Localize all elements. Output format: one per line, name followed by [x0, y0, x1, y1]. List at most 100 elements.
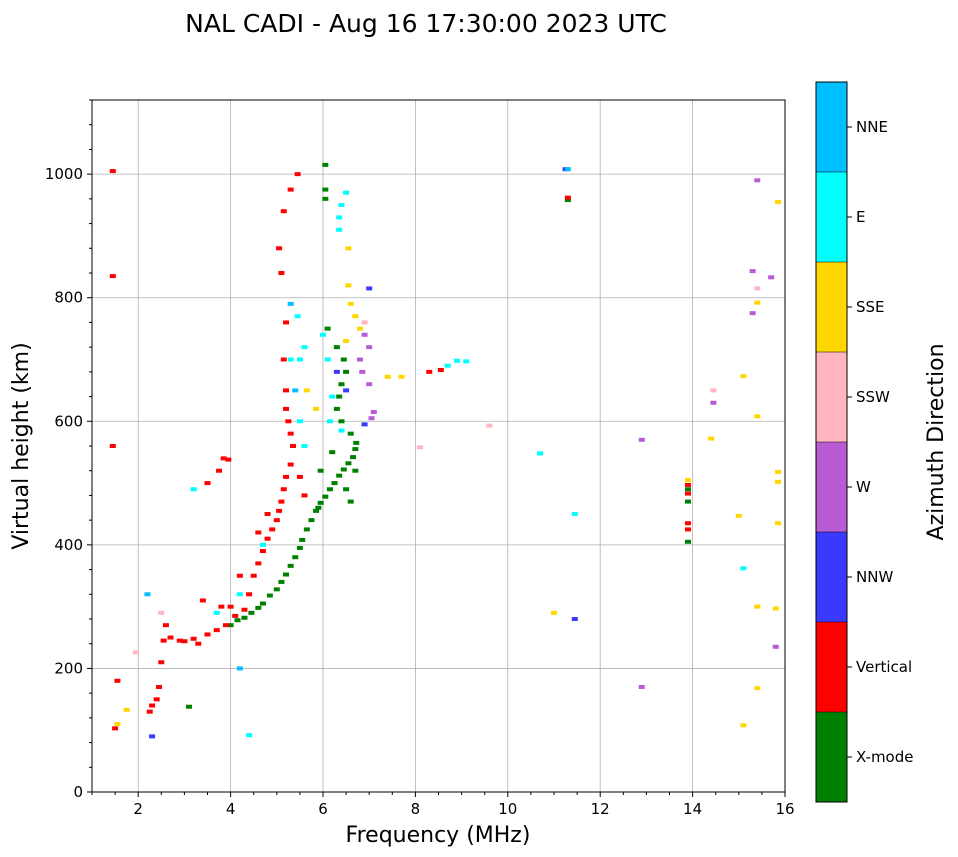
data-point-vertical — [301, 493, 308, 498]
data-point-x-mode — [353, 440, 360, 445]
data-point-e — [336, 215, 343, 220]
data-point-vertical — [283, 474, 290, 479]
data-point-x-mode — [336, 394, 343, 399]
data-point-nnw — [361, 422, 368, 427]
data-point-x-mode — [329, 450, 336, 455]
data-point-vertical — [109, 274, 116, 279]
data-point-w — [370, 410, 377, 415]
data-point-x-mode — [248, 610, 255, 615]
data-point-vertical — [236, 573, 243, 578]
data-point-x-mode — [299, 537, 306, 542]
data-point-ssw — [486, 423, 493, 428]
data-point-x-mode — [303, 527, 310, 532]
data-point-sse — [775, 521, 782, 526]
data-point-x-mode — [273, 587, 280, 592]
data-point-x-mode — [343, 487, 350, 492]
data-point-w — [361, 332, 368, 337]
data-point-vertical — [684, 521, 691, 526]
data-point-e — [236, 592, 243, 597]
data-point-vertical — [264, 536, 271, 541]
data-point-e — [287, 357, 294, 362]
data-point-x-mode — [266, 593, 273, 598]
data-point-e — [301, 444, 308, 448]
data-point-sse — [313, 406, 320, 411]
data-point-e — [326, 419, 333, 424]
colorbar-segment — [816, 352, 847, 442]
data-point-vertical — [285, 419, 292, 424]
data-point-vertical — [273, 518, 280, 523]
data-point-vertical — [167, 635, 174, 640]
colorbar-frame — [815, 81, 848, 803]
data-point-e — [537, 451, 544, 456]
data-point-sse — [352, 314, 359, 319]
data-point-vertical — [181, 639, 188, 644]
data-point-sse — [356, 326, 363, 331]
x-tick-label: 14 — [683, 800, 702, 818]
data-point-vertical — [437, 368, 444, 373]
data-point-nne — [564, 167, 571, 172]
data-point-vertical — [684, 527, 691, 532]
y-tick-label: 200 — [54, 659, 83, 677]
data-point-nnw — [571, 617, 578, 621]
colorbar-tick-label: W — [856, 478, 871, 496]
chart-title: NAL CADI - Aug 16 17:30:00 2023 UTC — [185, 9, 667, 38]
data-point-vertical — [190, 636, 197, 641]
data-point-sse — [684, 477, 691, 482]
data-point-nne — [287, 301, 294, 306]
data-point-vertical — [222, 623, 229, 628]
colorbar-segment — [816, 712, 847, 802]
data-point-x-mode — [322, 187, 329, 192]
data-point-vertical — [220, 456, 227, 461]
data-point-vertical — [109, 169, 116, 174]
y-tick-label: 600 — [54, 412, 83, 430]
colorbar-segment — [816, 172, 847, 262]
data-point-vertical — [283, 406, 290, 411]
data-point-vertical — [158, 660, 165, 665]
data-point-vertical — [426, 369, 433, 374]
data-point-sse — [114, 722, 121, 727]
data-point-w — [368, 416, 375, 421]
data-point-x-mode — [322, 196, 329, 201]
data-point-vertical — [146, 709, 153, 714]
colorbar-tick-label: X-mode — [856, 748, 913, 766]
data-point-x-mode — [255, 605, 262, 610]
data-point-sse — [303, 388, 310, 393]
data-point-sse — [345, 283, 352, 288]
x-tick-label: 16 — [775, 800, 794, 818]
data-point-nne — [292, 388, 299, 393]
data-point-nne — [236, 666, 243, 671]
data-point-ssw — [132, 650, 139, 655]
data-point-x-mode — [278, 579, 285, 584]
data-point-e — [301, 345, 308, 350]
data-point-x-mode — [296, 545, 303, 550]
colorbar-segment — [816, 622, 847, 712]
data-point-sse — [343, 338, 350, 343]
data-point-e — [336, 227, 343, 232]
data-point-e — [259, 542, 266, 547]
data-point-sse — [123, 707, 130, 712]
data-point-x-mode — [340, 467, 347, 472]
data-point-e — [740, 566, 747, 571]
data-point-vertical — [250, 573, 257, 578]
data-point-vertical — [280, 487, 287, 492]
data-point-x-mode — [331, 481, 338, 486]
data-point-nne — [144, 592, 151, 597]
data-point-x-mode — [315, 505, 322, 510]
colorbar-tick-label: SSW — [856, 388, 890, 406]
data-point-sse — [398, 374, 405, 379]
x-tick-label: 2 — [133, 800, 143, 818]
data-point-w — [749, 269, 756, 274]
data-point-e — [338, 203, 345, 208]
data-point-ssw — [417, 445, 424, 450]
data-point-x-mode — [347, 431, 354, 436]
data-point-x-mode — [340, 357, 347, 362]
data-point-vertical — [162, 623, 169, 628]
data-point-vertical — [287, 462, 294, 467]
data-point-e — [190, 487, 197, 492]
x-tick-label: 6 — [318, 800, 328, 818]
data-point-vertical — [280, 357, 287, 362]
data-point-vertical — [195, 641, 202, 646]
data-point-x-mode — [186, 704, 193, 709]
data-point-x-mode — [345, 461, 352, 466]
data-point-sse — [754, 300, 761, 305]
